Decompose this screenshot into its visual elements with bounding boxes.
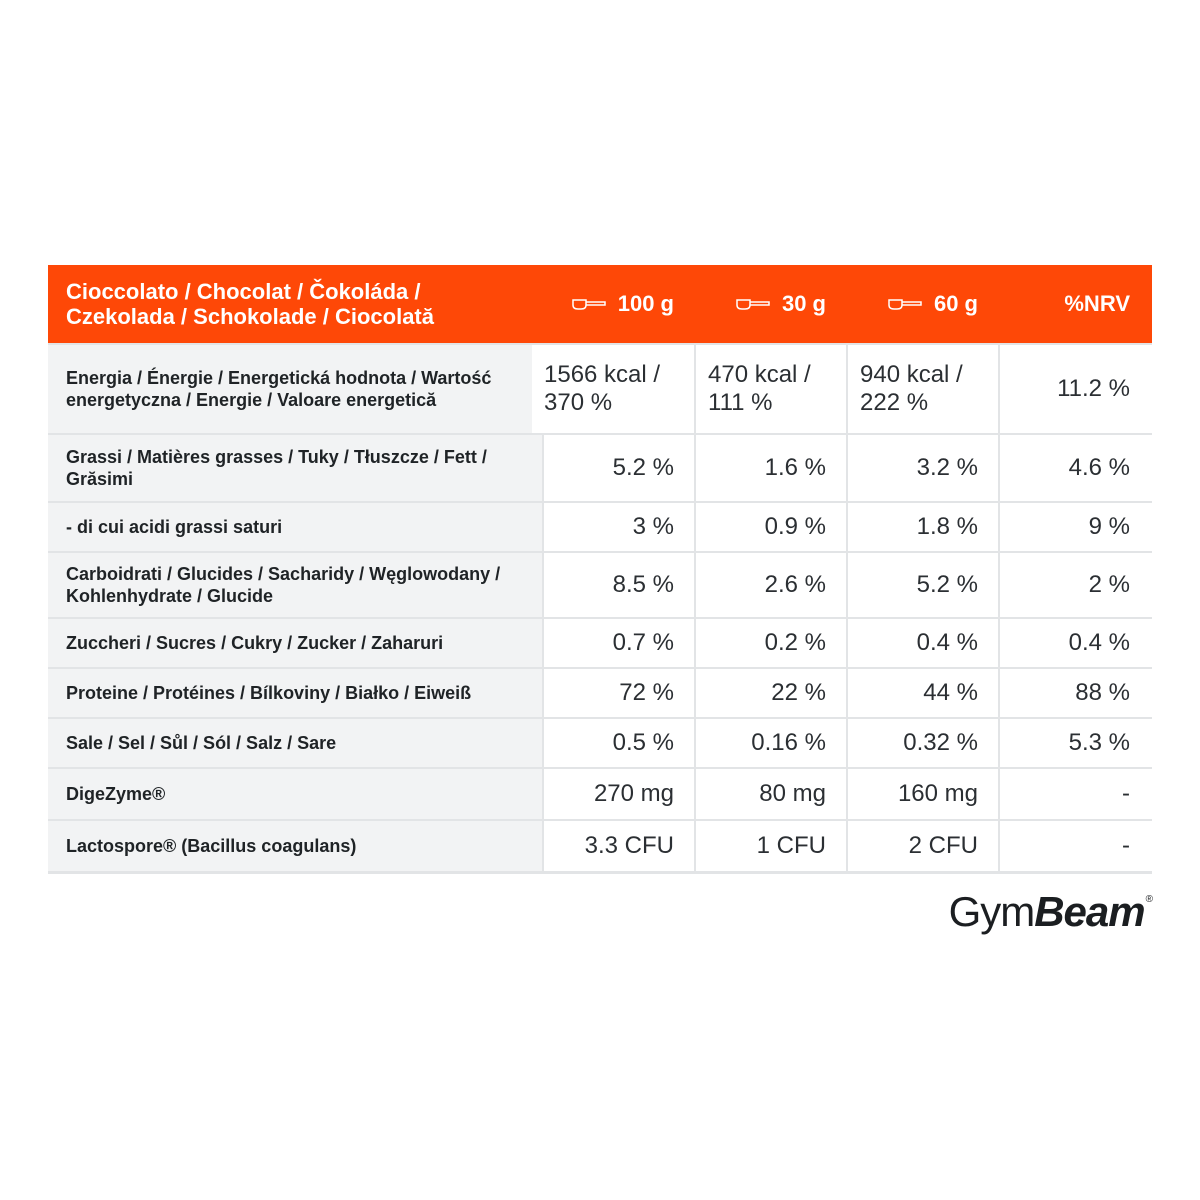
row-value-60g: 2 CFU (846, 821, 998, 871)
header-title-line2: Czekolada / Schokolade / Ciocolată (66, 304, 434, 329)
row-label: Proteine / Protéines / Bílkoviny / Białk… (48, 669, 542, 717)
table-row: Carboidrati / Glucides / Sacharidy / Węg… (48, 551, 1152, 617)
header-col3-label: 60 g (933, 291, 978, 316)
row-label: - di cui acidi grassi saturi (48, 503, 542, 551)
row-value-60g: 0.32 % (846, 719, 998, 767)
row-value-60g: 44 % (846, 669, 998, 717)
row-value-100g: 72 % (542, 669, 694, 717)
table-row: Proteine / Protéines / Bílkoviny / Białk… (48, 667, 1152, 717)
nutrition-table: Cioccolato / Chocolat / Čokoláda / Czeko… (48, 265, 1152, 874)
table-row: Lactospore® (Bacillus coagulans) 3.3 CFU… (48, 819, 1152, 871)
row-label: Carboidrati / Glucides / Sacharidy / Węg… (48, 553, 542, 617)
table-row: Grassi / Matières grasses / Tuky / Tłusz… (48, 433, 1152, 501)
logo-registered-mark: ® (1145, 894, 1153, 905)
row-value-60g: 0.4 % (846, 619, 998, 667)
row-value-100g: 3 % (542, 503, 694, 551)
row-label: Lactospore® (Bacillus coagulans) (48, 821, 542, 871)
row-value-60g: 3.2 % (846, 435, 998, 501)
table-row: DigeZyme® 270 mg 80 mg 160 mg - (48, 767, 1152, 819)
row-value-nrv: 4.6 % (998, 435, 1150, 501)
row-value-nrv: - (998, 821, 1150, 871)
row-value-100g: 0.7 % (542, 619, 694, 667)
row-value-60g: 160 mg (846, 769, 998, 819)
header-title: Cioccolato / Chocolat / Čokoláda / Czeko… (48, 265, 542, 343)
row-value-nrv: 2 % (998, 553, 1150, 617)
table-row: Zuccheri / Sucres / Cukry / Zucker / Zah… (48, 617, 1152, 667)
row-label: Grassi / Matières grasses / Tuky / Tłusz… (48, 435, 542, 501)
header-col-100g: 100 g (542, 265, 694, 343)
header-col4-label: %NRV (1064, 291, 1130, 316)
row-label: DigeZyme® (48, 769, 542, 819)
header-col-nrv: %NRV (998, 265, 1150, 343)
row-value-nrv: 5.3 % (998, 719, 1150, 767)
row-value-30g: 0.2 % (694, 619, 846, 667)
row-label: Energia / Énergie / Energetická hodnota … (48, 345, 542, 433)
row-value-30g: 0.16 % (694, 719, 846, 767)
scoop-icon (736, 299, 770, 310)
row-label: Sale / Sel / Sůl / Sól / Salz / Sare (48, 719, 542, 767)
row-value-30g: 1 CFU (694, 821, 846, 871)
row-value-100g: 1566 kcal / 370 % (532, 345, 694, 433)
row-value-60g: 940 kcal / 222 % (846, 345, 998, 433)
header-col-60g: 60 g (846, 265, 998, 343)
logo-text-bold: Beam (1034, 888, 1145, 935)
row-value-30g: 22 % (694, 669, 846, 717)
row-value-30g: 2.6 % (694, 553, 846, 617)
row-value-100g: 0.5 % (542, 719, 694, 767)
table-header: Cioccolato / Chocolat / Čokoláda / Czeko… (48, 265, 1152, 343)
row-value-30g: 1.6 % (694, 435, 846, 501)
scoop-icon (571, 299, 606, 310)
row-value-30g: 0.9 % (694, 503, 846, 551)
row-value-30g: 80 mg (694, 769, 846, 819)
header-col-30g: 30 g (694, 265, 846, 343)
gymbeam-logo: GymBeam® (948, 888, 1154, 936)
row-value-nrv: 88 % (998, 669, 1150, 717)
logo-text-light: Gym (948, 888, 1036, 935)
scoop-icon (888, 299, 922, 310)
row-value-60g: 5.2 % (846, 553, 998, 617)
row-value-nrv: 0.4 % (998, 619, 1150, 667)
table-row: Energia / Énergie / Energetická hodnota … (48, 343, 1152, 433)
row-label: Zuccheri / Sucres / Cukry / Zucker / Zah… (48, 619, 542, 667)
header-col2-label: 30 g (781, 291, 826, 316)
row-value-60g: 1.8 % (846, 503, 998, 551)
row-value-100g: 270 mg (542, 769, 694, 819)
row-value-nrv: - (998, 769, 1150, 819)
row-value-100g: 8.5 % (542, 553, 694, 617)
row-value-nrv: 9 % (998, 503, 1150, 551)
header-col1-label: 100 g (617, 291, 674, 316)
header-title-line1: Cioccolato / Chocolat / Čokoláda / (66, 279, 421, 304)
row-value-nrv: 11.2 % (998, 345, 1150, 433)
table-row: Sale / Sel / Sůl / Sól / Salz / Sare 0.5… (48, 717, 1152, 767)
table-row: - di cui acidi grassi saturi 3 % 0.9 % 1… (48, 501, 1152, 551)
row-value-30g: 470 kcal / 111 % (694, 345, 846, 433)
row-value-100g: 5.2 % (542, 435, 694, 501)
row-value-100g: 3.3 CFU (542, 821, 694, 871)
